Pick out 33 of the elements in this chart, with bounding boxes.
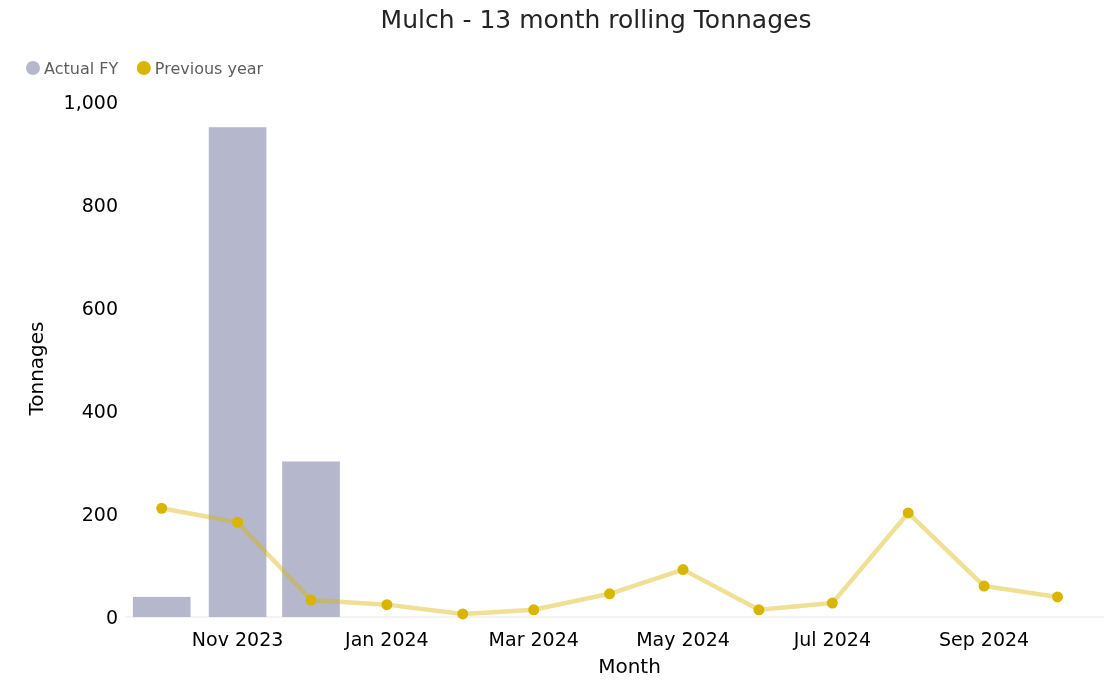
y-tick-label: 0 (105, 606, 118, 628)
x-tick-label: Jan 2024 (344, 628, 429, 650)
x-tick-label: May 2024 (636, 628, 730, 650)
bar (282, 461, 340, 617)
point (753, 604, 765, 616)
y-axis-title: Tonnages (24, 321, 48, 417)
y-tick-label: 200 (81, 503, 118, 525)
point (604, 588, 616, 600)
x-tick-label: Nov 2023 (191, 628, 284, 650)
x-tick-label: Jul 2024 (792, 628, 871, 650)
point (826, 597, 838, 609)
point (1052, 591, 1063, 603)
x-tick-label: Mar 2024 (488, 628, 579, 650)
point (156, 502, 168, 514)
y-tick-label: 800 (81, 194, 118, 216)
legend-label: Previous year (154, 59, 264, 78)
y-tick-label: 1,000 (63, 91, 118, 113)
y-tick-label: 400 (81, 400, 118, 422)
point (381, 599, 393, 611)
legend-label: Actual FY (44, 59, 119, 78)
point (902, 507, 914, 519)
point (305, 594, 317, 606)
point (457, 608, 469, 620)
chart-title: Mulch - 13 month rolling Tonnages (380, 5, 812, 34)
point (978, 580, 990, 592)
bar (208, 127, 267, 617)
x-tick-label: Sep 2024 (938, 628, 1030, 650)
point (677, 564, 689, 576)
bar (132, 596, 191, 617)
point (528, 604, 540, 616)
point (232, 516, 244, 528)
y-tick-label: 600 (81, 297, 118, 319)
x-axis-title: Month (598, 654, 661, 678)
